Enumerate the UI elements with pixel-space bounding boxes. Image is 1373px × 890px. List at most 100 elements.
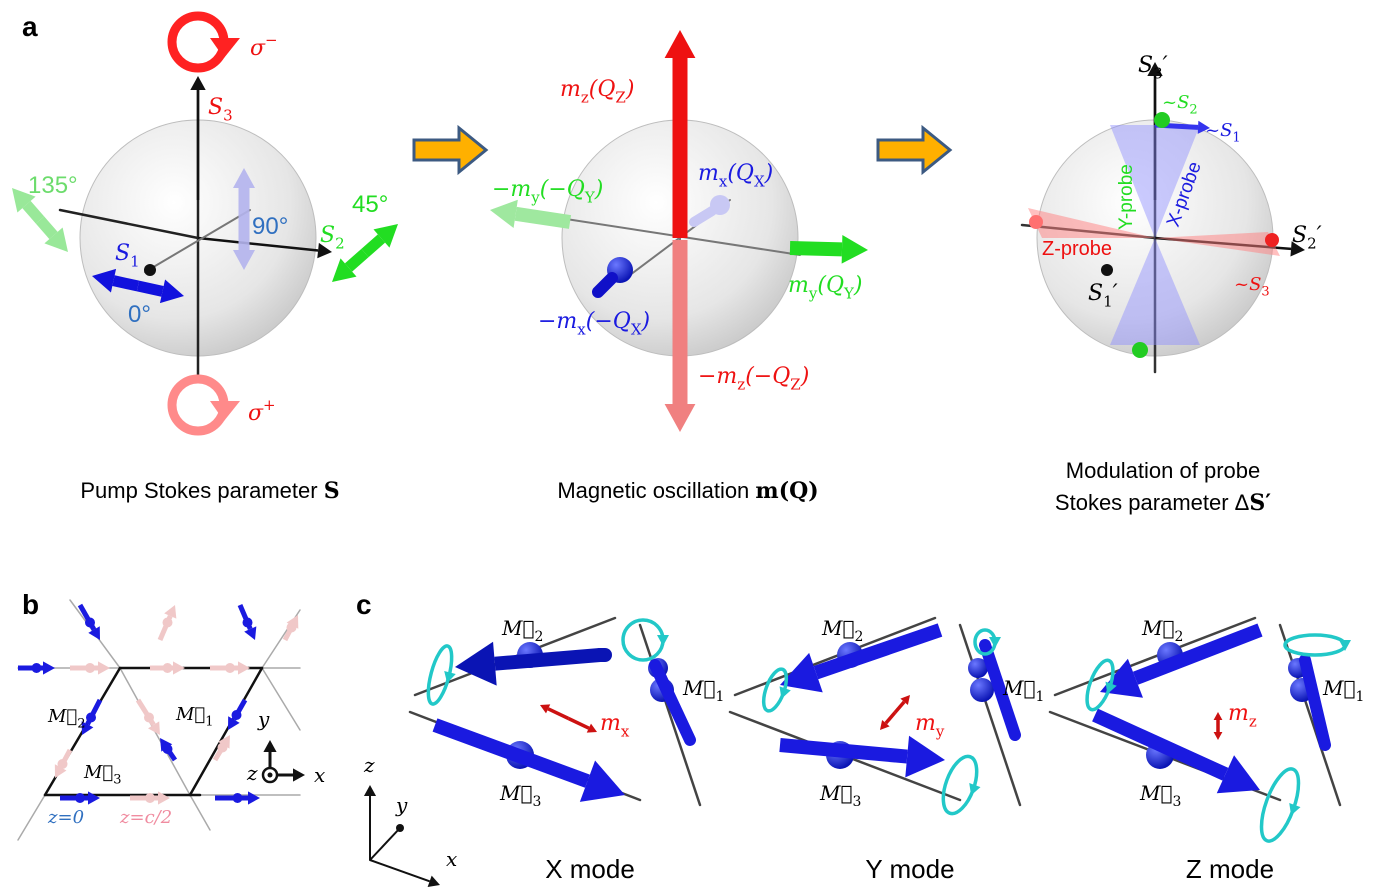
precession-ring xyxy=(623,620,663,660)
label-part: M⃗ xyxy=(499,781,532,805)
label-part: S xyxy=(324,478,340,504)
label-part: Z xyxy=(615,89,625,107)
label: x xyxy=(446,847,457,871)
precession-head xyxy=(657,635,669,646)
double-arrow xyxy=(569,719,598,733)
label-part: 3 xyxy=(852,794,861,810)
arrow-head xyxy=(98,661,110,674)
arrow-head xyxy=(263,740,276,752)
label-part: Z xyxy=(790,376,800,394)
label-part: S xyxy=(1138,53,1153,78)
label: z=c/2 xyxy=(119,807,172,828)
label: z xyxy=(363,753,375,777)
label-part: 2 xyxy=(854,629,863,645)
arrow-head xyxy=(1214,732,1223,740)
label-part: M⃗ xyxy=(83,762,113,783)
axis-line xyxy=(370,828,400,860)
label-part: 2 xyxy=(1174,629,1183,645)
label-part: ) xyxy=(764,161,774,186)
label-part: 1 xyxy=(1103,293,1113,311)
label-part: m xyxy=(560,77,581,102)
label-part: −m xyxy=(538,309,577,334)
arrow-head xyxy=(490,200,518,228)
arrow-shaft xyxy=(790,248,842,249)
caption: Pump Stokes parameter S xyxy=(80,478,339,504)
arrow-shaft xyxy=(886,713,895,724)
label-part: 2 xyxy=(1307,235,1317,253)
label-part: 1 xyxy=(715,689,724,705)
label-part: ~S xyxy=(1234,274,1261,295)
label-part: − xyxy=(265,31,278,49)
label-part: 1 xyxy=(205,714,213,729)
atom xyxy=(970,678,994,702)
arrow-shaft xyxy=(780,745,907,757)
label-part: M⃗ xyxy=(1139,781,1172,805)
label: σ+ xyxy=(248,396,276,426)
axis-arrow xyxy=(370,860,440,887)
atom xyxy=(1154,112,1170,128)
label: y xyxy=(257,707,270,731)
label-part: S xyxy=(1088,281,1103,306)
label-part: + xyxy=(263,396,276,414)
arrow-head xyxy=(173,661,185,674)
label-part: 3 xyxy=(1172,794,1181,810)
label-part: (Q xyxy=(589,77,616,102)
label-part: S xyxy=(115,241,130,266)
lattice-line xyxy=(190,795,210,830)
atom xyxy=(85,663,95,673)
atom xyxy=(232,710,242,720)
label-part: x xyxy=(621,723,630,741)
double-arrow xyxy=(1214,712,1223,726)
atom xyxy=(75,793,85,803)
arrow-shaft xyxy=(495,655,600,664)
arrow-head xyxy=(293,768,305,781)
label-part: z xyxy=(737,376,745,394)
arrow-shaft xyxy=(40,220,54,235)
arrow-head xyxy=(238,661,250,674)
arrow-head xyxy=(665,30,696,58)
double-arrow xyxy=(895,695,910,713)
label: M⃗3 xyxy=(1139,781,1181,810)
label: mz xyxy=(1228,701,1257,731)
label: S3′ xyxy=(1138,53,1168,83)
arrow-head xyxy=(665,404,696,432)
label-part: X xyxy=(631,321,642,339)
label-part: S′ xyxy=(1249,490,1271,516)
label-part: 1 xyxy=(1232,130,1240,145)
label-part: σ xyxy=(248,401,264,426)
atom xyxy=(86,713,96,723)
precession-head xyxy=(1285,803,1300,817)
caption: Stokes parameter ΔS′ xyxy=(1055,490,1271,516)
atom xyxy=(218,743,228,753)
double-arrow xyxy=(540,704,569,718)
chain-line xyxy=(640,625,700,805)
label: 45° xyxy=(352,191,388,218)
caption: Modulation of probe xyxy=(1066,458,1260,483)
arrow-shaft xyxy=(569,719,589,729)
label-part: ) xyxy=(594,177,604,202)
oscillation-arrow xyxy=(790,235,868,264)
label-part: M⃗ xyxy=(1141,616,1174,640)
label-part: S xyxy=(208,95,223,120)
precession-head xyxy=(965,783,980,797)
label-part: (Q xyxy=(817,273,844,298)
label: M⃗2 xyxy=(821,616,863,645)
label-part: m xyxy=(915,711,936,736)
atom xyxy=(287,623,297,633)
atom xyxy=(396,824,404,832)
label-part: ′ xyxy=(1317,223,1322,248)
atom xyxy=(1132,342,1148,358)
label-part: 1 xyxy=(130,253,140,271)
figure: aσ−S3135°90°45°S2S10°σ+Pump Stokes param… xyxy=(0,0,1373,890)
label: M⃗3 xyxy=(819,781,861,810)
precession-head xyxy=(776,686,791,700)
label-part: ) xyxy=(641,309,651,334)
page: { "panel_a": { "letter": "a", "pump": { … xyxy=(0,0,1373,890)
label-part: ′ xyxy=(1163,53,1168,78)
label: σ− xyxy=(250,31,278,61)
atom xyxy=(1029,215,1043,229)
circular-arrow-head xyxy=(210,401,240,421)
arrow-shaft xyxy=(435,725,587,781)
label-part: Stokes parameter Δ xyxy=(1055,490,1250,515)
lattice-line xyxy=(18,795,45,840)
